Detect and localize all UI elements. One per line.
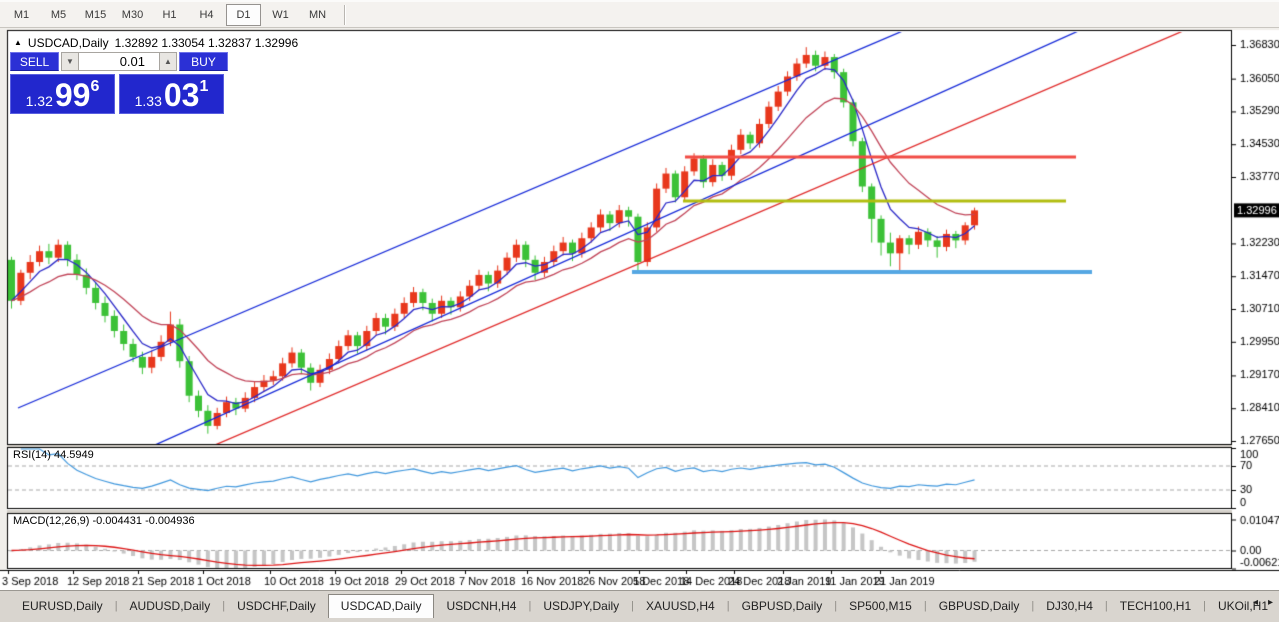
trade-controls-row: SELL ▼ ▲ BUY: [10, 52, 228, 71]
chart-tab-ukoil-h1[interactable]: UKOil,H1: [1218, 598, 1269, 613]
tab-divider: |: [923, 600, 927, 612]
timeframe-button-h4[interactable]: H4: [199, 8, 214, 21]
timeframe-button-d1[interactable]: D1: [226, 3, 261, 26]
triangle-down-icon: ▼: [66, 57, 74, 66]
timeframe-buttons: M1 M5 M15 M30 H1 H4 D1 W1 MN: [3, 3, 336, 26]
chart-tab-tech100-h1[interactable]: TECH100,H1: [1119, 598, 1192, 613]
timeframe-button-mn[interactable]: MN: [308, 8, 327, 21]
timeframe-button-m15[interactable]: M15: [84, 8, 107, 21]
chart-tab-eurusd-daily[interactable]: EURUSD,Daily: [22, 598, 103, 613]
chart-title: ▲ USDCAD,Daily 1.32892 1.33054 1.32837 1…: [14, 36, 298, 50]
tab-divider: |: [631, 600, 635, 612]
chart-tab-usdcnh-h4[interactable]: USDCNH,H4: [446, 598, 517, 613]
tab-divider: |: [528, 600, 532, 612]
tab-scroll-right-icon[interactable]: ▸: [1267, 597, 1273, 608]
sell-price-prefix: 1.32: [25, 93, 53, 109]
triangle-up-icon: ▲: [164, 57, 172, 66]
rsi-indicator-label: RSI(14) 44.5949: [13, 449, 94, 461]
trade-prices-row: 1.32 99 6 1.33 03 1: [10, 74, 228, 114]
chart-tab-usdcad-daily[interactable]: USDCAD,Daily: [327, 594, 435, 618]
buy-price-panel[interactable]: 1.33 03 1: [119, 74, 224, 114]
tab-divider: |: [1031, 600, 1035, 612]
tab-divider: |: [1104, 600, 1108, 612]
timeframe-button-m1[interactable]: M1: [13, 8, 30, 21]
tab-divider: |: [1203, 600, 1207, 612]
timeframe-button-h1[interactable]: H1: [162, 8, 177, 21]
buy-price-pips: 03: [163, 77, 200, 113]
macd-indicator-label: MACD(12,26,9) -0.004431 -0.004936: [13, 515, 195, 527]
tab-scroll-buttons: ◂ ▸: [1253, 597, 1273, 608]
tab-divider: |: [114, 600, 118, 612]
lot-decrease-button[interactable]: ▼: [61, 52, 79, 71]
tab-divider: |: [834, 600, 838, 612]
lot-size-spinner: ▼ ▲: [61, 52, 177, 71]
chart-tab-gbpusd-daily[interactable]: GBPUSD,Daily: [741, 598, 823, 613]
timeframe-button-m5[interactable]: M5: [50, 8, 67, 21]
chart-tab-sp500-m15[interactable]: SP500,M15: [849, 598, 912, 613]
tab-divider: |: [222, 600, 226, 612]
buy-price-prefix: 1.33: [134, 93, 162, 109]
chart-tab-usdchf-daily[interactable]: USDCHF,Daily: [237, 598, 316, 613]
toolbar-separator: [344, 4, 345, 25]
timeframe-button-m30[interactable]: M30: [121, 8, 144, 21]
buy-price-point: 1: [199, 78, 209, 95]
chart-canvas[interactable]: [0, 28, 1279, 590]
sell-price-pips: 99: [54, 77, 91, 113]
chart-symbol-label: USDCAD,Daily: [27, 36, 109, 50]
chart-tab-bar: EURUSD,Daily | AUDUSD,Daily | USDCHF,Daily US…: [0, 590, 1279, 622]
chart-tab-usdjpy-daily[interactable]: USDJPY,Daily: [543, 598, 620, 613]
lot-increase-button[interactable]: ▲: [159, 52, 177, 71]
chart-tab-xauusd-h4[interactable]: XAUUSD,H4: [646, 598, 715, 613]
chart-tab-gbpusd-daily[interactable]: GBPUSD,Daily: [938, 598, 1020, 613]
sell-price-point: 6: [90, 78, 100, 95]
chart-ohlc-values: 1.32892 1.33054 1.32837 1.32996: [114, 36, 299, 50]
buy-button[interactable]: BUY: [179, 52, 228, 71]
tab-divider: |: [726, 600, 730, 612]
timeframe-button-w1[interactable]: W1: [272, 8, 289, 21]
tab-scroll-left-icon[interactable]: ◂: [1252, 597, 1258, 608]
sell-button[interactable]: SELL: [10, 52, 59, 71]
lot-size-input[interactable]: [79, 52, 159, 71]
timeframe-toolbar: M1 M5 M15 M30 H1 H4 D1 W1 MN: [0, 0, 1279, 28]
chart-tabs: EURUSD,Daily | AUDUSD,Daily | USDCHF,Daily US…: [10, 594, 1279, 618]
collapse-chart-icon[interactable]: ▲: [14, 37, 22, 47]
sell-price-panel[interactable]: 1.32 99 6: [10, 74, 115, 114]
chart-tab-dj30-h4[interactable]: DJ30,H4: [1046, 598, 1093, 613]
chart-tab-audusd-daily[interactable]: AUDUSD,Daily: [129, 598, 211, 613]
